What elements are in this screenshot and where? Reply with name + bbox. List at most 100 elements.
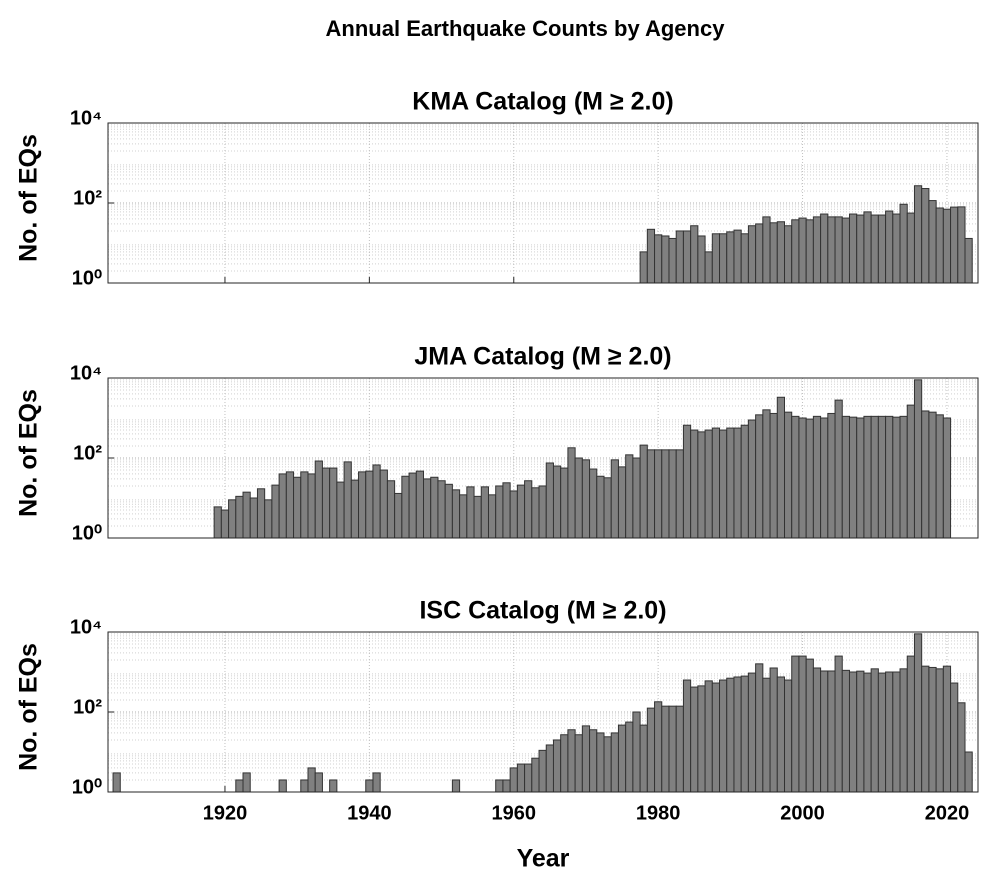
chart-title: KMA Catalog (M ≥ 2.0)	[412, 88, 673, 116]
bar	[545, 462, 554, 539]
bar	[791, 655, 800, 793]
bar	[841, 669, 850, 793]
bar	[848, 213, 858, 284]
bar	[646, 707, 656, 793]
bar	[913, 379, 923, 539]
bar	[726, 231, 735, 284]
bar	[451, 489, 461, 539]
y-tick-label: 10⁴	[70, 107, 102, 129]
bar	[654, 449, 663, 539]
bar	[870, 415, 879, 539]
bar	[877, 415, 887, 539]
bar	[285, 471, 295, 539]
bar	[704, 251, 713, 284]
chart-title: JMA Catalog (M ≥ 2.0)	[414, 343, 671, 371]
bar	[942, 417, 952, 539]
bar	[834, 655, 843, 793]
bar	[784, 225, 793, 284]
bar	[690, 686, 699, 793]
bar	[394, 492, 403, 539]
bar	[379, 469, 388, 539]
bar	[863, 415, 872, 539]
bar	[415, 470, 425, 539]
bar	[365, 470, 374, 539]
bar	[401, 475, 410, 539]
bar	[812, 415, 822, 539]
bar	[935, 668, 944, 793]
figure-title: Annual Earthquake Counts by Agency	[326, 16, 726, 41]
bar	[509, 490, 518, 539]
bar	[719, 679, 728, 793]
bar	[769, 412, 778, 539]
bar	[747, 225, 757, 284]
bar	[827, 412, 836, 539]
bar	[625, 454, 634, 539]
y-axis-label: No. of EQs	[15, 643, 43, 771]
bar	[892, 671, 901, 793]
bar	[661, 449, 670, 539]
y-tick-label: 10⁴	[70, 362, 102, 384]
bar	[495, 779, 504, 793]
bar	[856, 214, 865, 284]
bar	[899, 668, 908, 793]
y-tick-label: 10²	[73, 442, 102, 464]
bar	[957, 702, 966, 793]
y-tick-label: 10²	[73, 696, 102, 718]
bar	[372, 464, 381, 539]
bar	[329, 779, 338, 793]
bar	[675, 230, 684, 284]
bar	[877, 672, 887, 793]
bar	[524, 763, 533, 793]
bar	[278, 473, 287, 539]
bar	[726, 427, 735, 539]
bar	[639, 724, 648, 793]
bar	[487, 494, 497, 539]
bar	[228, 499, 237, 539]
bar	[964, 751, 973, 793]
bar	[791, 219, 800, 284]
bar	[639, 444, 648, 539]
bar	[235, 779, 244, 793]
bar	[697, 685, 706, 793]
bar	[466, 486, 475, 539]
bar	[646, 228, 656, 284]
y-tick-label: 10⁰	[72, 522, 102, 544]
bar	[740, 424, 749, 539]
bar	[769, 222, 778, 284]
bar	[610, 459, 619, 539]
bar	[899, 415, 908, 539]
bar	[711, 233, 721, 284]
y-axis-label: No. of EQs	[15, 134, 43, 262]
bar	[444, 483, 453, 539]
x-tick-label: 1980	[636, 802, 681, 824]
bar	[603, 736, 612, 793]
bar	[502, 482, 511, 539]
bar	[719, 233, 728, 284]
bar	[531, 487, 540, 539]
bar	[610, 732, 619, 793]
bar	[545, 744, 554, 793]
bar	[776, 396, 786, 539]
bar	[726, 677, 735, 793]
bar	[841, 415, 850, 539]
bar	[921, 410, 930, 539]
bar	[863, 672, 872, 793]
bar	[740, 675, 749, 793]
bar	[646, 449, 656, 539]
bar	[473, 495, 482, 539]
bar	[509, 767, 518, 793]
bar	[459, 494, 468, 539]
bar	[639, 251, 648, 284]
bar	[336, 481, 345, 539]
bar	[437, 480, 446, 539]
bar	[870, 668, 879, 793]
bar	[755, 414, 764, 539]
bar	[307, 767, 316, 793]
bar	[805, 418, 814, 539]
bar	[877, 214, 887, 284]
bar	[249, 497, 258, 539]
bar	[747, 672, 757, 793]
bar	[278, 779, 287, 793]
bar	[516, 484, 526, 539]
